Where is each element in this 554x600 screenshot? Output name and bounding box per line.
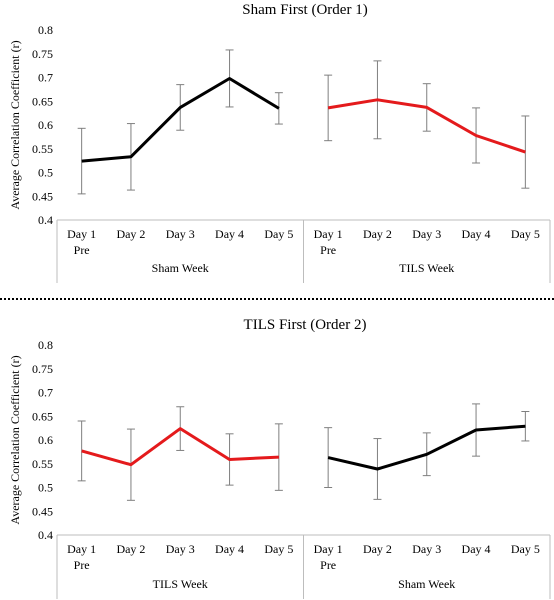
x-tick-label: Day 4 [215, 227, 244, 241]
y-tick-label: 0.5 [38, 166, 53, 180]
x-tick-label: Pre [74, 558, 90, 572]
series-line [81, 77, 280, 163]
y-tick-label: 0.75 [32, 47, 53, 61]
x-tick-label: Day 1 [314, 542, 343, 556]
y-tick-label: 0.7 [38, 386, 53, 400]
x-tick-label: Pre [320, 558, 336, 572]
y-tick-label: 0.8 [38, 23, 53, 37]
y-tick-label: 0.4 [38, 213, 53, 227]
y-tick-label: 0.45 [32, 504, 53, 518]
y-tick-label: 0.8 [38, 338, 53, 352]
x-tick-label: Day 2 [363, 542, 392, 556]
y-tick-label: 0.4 [38, 528, 53, 542]
x-tick-label: Day 3 [412, 227, 441, 241]
y-tick-label: 0.6 [38, 433, 53, 447]
y-tick-label: 0.5 [38, 481, 53, 495]
group-label: TILS Week [153, 577, 208, 591]
y-tick-label: 0.65 [32, 94, 53, 108]
y-tick-label: 0.55 [32, 142, 53, 156]
y-axis-title: Average Correlation Coefficient (r) [8, 355, 22, 524]
x-tick-label: Day 1 [314, 227, 343, 241]
y-tick-label: 0.45 [32, 189, 53, 203]
chart-title: Sham First (Order 1) [242, 2, 367, 18]
x-tick-label: Day 1 [67, 542, 96, 556]
chart-title: TILS First (Order 2) [244, 317, 367, 333]
chart-tils-first: TILS First (Order 2) 0.4 0.45 0.5 0.55 0.6 0.… [8, 317, 551, 599]
x-tick-label: Day 2 [116, 227, 145, 241]
x-tick-label: Day 5 [264, 227, 293, 241]
x-tick-label: Day 3 [166, 227, 195, 241]
x-tick-label: Day 3 [412, 542, 441, 556]
x-tick-label: Day 4 [215, 542, 244, 556]
chart-sham-first: Sham First (Order 1) 0.4 0.45 0.5 0.55 0.6 0.… [8, 2, 551, 283]
y-tick-label: 0.65 [32, 409, 53, 423]
x-tick-label: Day 5 [511, 542, 540, 556]
x-tick-label: Day 4 [462, 542, 491, 556]
x-tick-label: Day 2 [116, 542, 145, 556]
y-tick-label: 0.75 [32, 362, 53, 376]
group-label: Sham Week [398, 577, 455, 591]
x-tick-label: Day 5 [511, 227, 540, 241]
y-axis-title: Average Correlation Coefficient (r) [8, 40, 22, 209]
x-tick-label: Day 5 [264, 542, 293, 556]
y-tick-label: 0.55 [32, 457, 53, 471]
y-tick-label: 0.7 [38, 71, 53, 85]
x-tick-label: Day 2 [363, 227, 392, 241]
series-line [81, 427, 279, 467]
series-line [327, 98, 526, 154]
x-tick-label: Pre [74, 243, 90, 257]
x-tick-label: Day 3 [166, 542, 195, 556]
x-tick-label: Pre [320, 243, 336, 257]
group-label: TILS Week [399, 261, 454, 275]
x-tick-label: Day 1 [67, 227, 96, 241]
group-label: Sham Week [152, 261, 209, 275]
x-tick-label: Day 4 [462, 227, 491, 241]
y-tick-label: 0.6 [38, 118, 53, 132]
series-line [327, 424, 526, 471]
